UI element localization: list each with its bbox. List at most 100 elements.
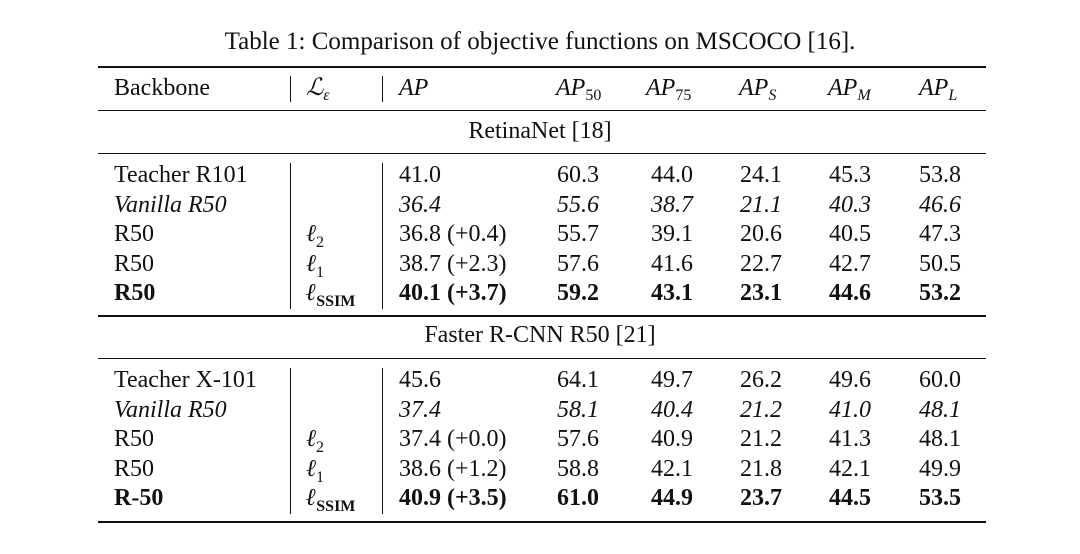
cell-aps: 21.2 bbox=[740, 396, 782, 423]
header-ap50: AP50 bbox=[556, 75, 602, 104]
header-apm: APM bbox=[828, 75, 871, 104]
cell-ap75: 49.7 bbox=[651, 367, 693, 393]
loss-symbol: ℓ bbox=[306, 485, 317, 511]
cell-apl: 46.6 bbox=[919, 191, 961, 218]
cell-loss: ℓSSIM bbox=[306, 279, 355, 316]
cell-aps: 26.2 bbox=[740, 367, 782, 393]
section-title: Faster R-CNN R50 [21] bbox=[424, 322, 656, 348]
cell-ap50: 61.0 bbox=[557, 485, 599, 511]
cell-ap75: 39.1 bbox=[651, 221, 693, 247]
cell-aps: 20.6 bbox=[740, 221, 782, 247]
cell-loss: ℓ2 bbox=[306, 425, 324, 462]
cell-ap50: 57.6 bbox=[557, 426, 599, 452]
cell-apl: 53.5 bbox=[919, 485, 961, 511]
cell-backbone: R50 bbox=[114, 426, 155, 452]
cell-ap50: 64.1 bbox=[557, 367, 599, 393]
loss-subscript: 1 bbox=[316, 468, 324, 486]
cell-ap: 38.7 (+2.3) bbox=[399, 250, 507, 277]
cell-loss: ℓSSIM bbox=[306, 484, 355, 521]
loss-subscript: SSIM bbox=[316, 498, 356, 515]
section-rule bbox=[98, 153, 986, 154]
cell-ap50: 57.6 bbox=[557, 250, 599, 277]
cell-backbone: Vanilla R50 bbox=[114, 191, 227, 218]
cell-aps: 21.1 bbox=[740, 191, 782, 218]
section-vbar-2 bbox=[382, 163, 383, 309]
cell-backbone: R50 bbox=[114, 455, 155, 482]
header-aps: APS bbox=[739, 75, 777, 104]
loss-symbol: ℓ bbox=[306, 455, 316, 482]
cell-ap: 40.9 (+3.5) bbox=[399, 485, 507, 511]
cell-apm: 41.0 bbox=[829, 396, 871, 423]
loss-symbol: ℓ bbox=[306, 250, 316, 277]
cell-apm: 40.5 bbox=[829, 221, 871, 247]
cell-ap: 36.4 bbox=[399, 191, 441, 218]
cell-apl: 48.1 bbox=[919, 426, 961, 452]
loss-subscript: 1 bbox=[316, 263, 324, 281]
table-caption: Table 1: Comparison of objective functio… bbox=[224, 28, 856, 55]
cell-aps: 21.8 bbox=[740, 455, 782, 482]
loss-subscript: 2 bbox=[316, 234, 324, 251]
cell-apl: 60.0 bbox=[919, 367, 961, 393]
cell-ap: 40.1 (+3.7) bbox=[399, 280, 507, 306]
section-vbar-1 bbox=[290, 163, 291, 309]
cell-ap50: 58.1 bbox=[557, 396, 599, 423]
cell-apl: 50.5 bbox=[919, 250, 961, 277]
cell-ap75: 44.0 bbox=[651, 162, 693, 188]
cell-backbone: R-50 bbox=[114, 485, 164, 511]
section-vbar-2 bbox=[382, 368, 383, 514]
cell-apl: 48.1 bbox=[919, 396, 961, 423]
loss-subscript: 2 bbox=[316, 439, 324, 456]
header-ap75: AP75 bbox=[646, 75, 692, 104]
cell-ap50: 59.2 bbox=[557, 280, 599, 306]
cell-ap75: 40.4 bbox=[651, 396, 693, 423]
loss-subscript: SSIM bbox=[316, 293, 356, 310]
cell-ap: 41.0 bbox=[399, 162, 441, 188]
mid-rule bbox=[98, 315, 986, 317]
cell-ap75: 41.6 bbox=[651, 250, 693, 277]
cell-ap50: 55.6 bbox=[557, 191, 599, 218]
cell-ap75: 44.9 bbox=[651, 485, 693, 511]
top-rule bbox=[98, 66, 986, 68]
loss-symbol: ℓ bbox=[306, 426, 316, 452]
cell-aps: 22.7 bbox=[740, 250, 782, 277]
cell-ap75: 42.1 bbox=[651, 455, 693, 482]
cell-apm: 40.3 bbox=[829, 191, 871, 218]
cell-apl: 53.2 bbox=[919, 280, 961, 306]
cell-loss: ℓ2 bbox=[306, 220, 324, 257]
cell-ap: 36.8 (+0.4) bbox=[399, 221, 507, 247]
cell-ap50: 60.3 bbox=[557, 162, 599, 188]
cell-ap: 45.6 bbox=[399, 367, 441, 393]
header-vbar-2 bbox=[382, 76, 383, 102]
cell-apm: 45.3 bbox=[829, 162, 871, 188]
cell-backbone: Teacher X-101 bbox=[114, 367, 257, 393]
cell-backbone: Vanilla R50 bbox=[114, 396, 227, 423]
cell-aps: 21.2 bbox=[740, 426, 782, 452]
cell-ap75: 40.9 bbox=[651, 426, 693, 452]
cell-apl: 49.9 bbox=[919, 455, 961, 482]
cell-aps: 23.7 bbox=[740, 485, 782, 511]
cell-ap50: 58.8 bbox=[557, 455, 599, 482]
cell-ap: 37.4 (+0.0) bbox=[399, 426, 507, 452]
header-apl: APL bbox=[919, 75, 958, 104]
section-vbar-1 bbox=[290, 368, 291, 514]
cell-loss: ℓ1 bbox=[306, 455, 324, 492]
cell-backbone: R50 bbox=[114, 280, 156, 306]
header-backbone: Backbone bbox=[114, 75, 210, 101]
cell-backbone: R50 bbox=[114, 250, 155, 277]
header-loss: ℒε bbox=[306, 75, 330, 104]
cell-apm: 44.5 bbox=[829, 485, 871, 511]
cell-ap75: 43.1 bbox=[651, 280, 693, 306]
cell-aps: 23.1 bbox=[740, 280, 782, 306]
loss-symbol: ℓ bbox=[306, 280, 317, 306]
cell-apm: 44.6 bbox=[829, 280, 871, 306]
cell-apl: 53.8 bbox=[919, 162, 961, 188]
cell-ap: 37.4 bbox=[399, 396, 441, 423]
bottom-rule bbox=[98, 521, 986, 523]
cell-backbone: R50 bbox=[114, 221, 155, 247]
cell-apl: 47.3 bbox=[919, 221, 961, 247]
section-rule bbox=[98, 358, 986, 359]
cell-apm: 42.7 bbox=[829, 250, 871, 277]
loss-symbol: ℓ bbox=[306, 221, 316, 247]
header-vbar-1 bbox=[290, 76, 291, 102]
header-rule bbox=[98, 110, 986, 111]
